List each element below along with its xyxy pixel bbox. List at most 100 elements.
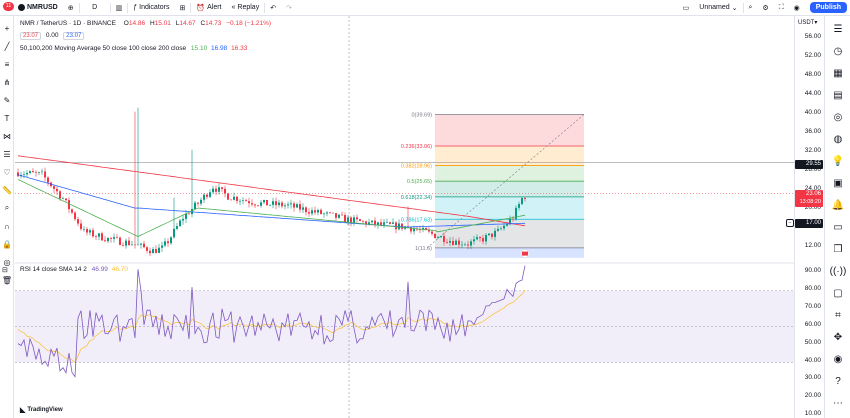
candle-body bbox=[395, 222, 397, 230]
messages-button[interactable]: ▭ bbox=[831, 220, 845, 234]
fullscreen-button[interactable]: ⛶ bbox=[774, 0, 789, 16]
candle-body bbox=[503, 225, 505, 229]
price-tick: 36.00 bbox=[804, 128, 821, 135]
pitchfork-tool[interactable]: ⋔ bbox=[1, 76, 13, 88]
candle-body bbox=[311, 210, 313, 214]
templates-button[interactable]: ⊞ bbox=[175, 0, 191, 16]
candle-body bbox=[74, 212, 76, 220]
trash-tool[interactable]: 🗑 bbox=[1, 274, 13, 286]
zoom-tool[interactable]: ⌕ bbox=[1, 202, 13, 214]
more-button[interactable]: ⋯ bbox=[831, 396, 845, 410]
settings-button[interactable]: ⚙ bbox=[757, 0, 773, 16]
candle-body bbox=[32, 171, 34, 173]
fib-zone bbox=[435, 196, 584, 220]
layout-button[interactable]: ▭ bbox=[678, 0, 695, 16]
eye-icon: ◉ bbox=[833, 353, 843, 365]
pine-button[interactable]: ▢ bbox=[831, 286, 845, 300]
hints-button[interactable]: 💡 bbox=[831, 154, 845, 168]
alert-button[interactable]: ⏰ Alert bbox=[191, 0, 226, 16]
candle-body bbox=[251, 203, 253, 205]
calendar-button[interactable]: ▣ bbox=[831, 176, 845, 190]
divider bbox=[78, 2, 80, 13]
candle-body bbox=[89, 230, 91, 233]
ruler-tool[interactable]: 📏 bbox=[1, 184, 13, 196]
rsi-tick: 40.00 bbox=[804, 356, 821, 364]
candle-body bbox=[155, 249, 157, 253]
chart-type-button[interactable]: ▥ bbox=[111, 0, 128, 16]
pattern-tool[interactable]: ⋈ bbox=[1, 130, 13, 142]
move-button[interactable]: ✥ bbox=[831, 330, 845, 344]
layout-name-button[interactable]: Unnamed ⌄ bbox=[694, 0, 742, 16]
candle-body bbox=[113, 237, 115, 239]
crosshair-tool[interactable]: + bbox=[1, 22, 13, 34]
candle-body bbox=[479, 237, 481, 239]
eye-tool[interactable]: ◎ bbox=[1, 256, 13, 268]
interval-button[interactable]: D bbox=[80, 0, 110, 16]
ideas-button[interactable]: ◎ bbox=[831, 110, 845, 124]
plus-circle-icon: ⊕ bbox=[67, 4, 74, 12]
alerts-panel-button[interactable]: ◷ bbox=[831, 44, 845, 58]
hide-button[interactable]: ◉ bbox=[831, 352, 845, 366]
tradingview-logo-icon: ◣ bbox=[20, 407, 26, 414]
trendline-tool[interactable]: ╱ bbox=[1, 40, 13, 52]
candle-body bbox=[422, 227, 424, 230]
bid-box[interactable]: 23.07 bbox=[20, 32, 42, 40]
streams-button[interactable]: ◍ bbox=[831, 132, 845, 146]
candle-body bbox=[245, 200, 247, 202]
price-axis[interactable]: USDT▾ 56.00 52.00 48.00 44.00 40.00 36.00 32.0… bbox=[794, 16, 824, 418]
candle-body bbox=[485, 235, 487, 242]
symbol-search[interactable]: NMRUSD bbox=[0, 0, 63, 16]
divider bbox=[109, 2, 111, 13]
watermark[interactable]: ◣ TradingView bbox=[20, 406, 63, 414]
magnet-tool[interactable]: ∩ bbox=[1, 220, 13, 232]
candle-body bbox=[71, 209, 73, 213]
compare-button[interactable]: ⊕ bbox=[63, 0, 79, 16]
fib-tool[interactable]: ☰ bbox=[1, 148, 13, 160]
search-button[interactable]: ⌕ bbox=[744, 0, 758, 16]
candle-body bbox=[428, 230, 430, 232]
candle-body bbox=[173, 228, 175, 238]
brush-tool[interactable]: ✎ bbox=[1, 94, 13, 106]
notification-badge[interactable]: 11 bbox=[3, 2, 14, 11]
chart-canvas[interactable]: 0(39.69) 0.236(33.06) 0.382(28.96) 0.5(25.6… bbox=[15, 16, 794, 418]
ma-legend[interactable]: 50,100,200 Moving Average 50 close 100 c… bbox=[20, 45, 247, 52]
candle-body bbox=[170, 237, 172, 244]
watchlist-button[interactable]: ☰ bbox=[831, 22, 845, 36]
price-axis-alert-icon[interactable]: − bbox=[786, 219, 794, 227]
text-tool[interactable]: T bbox=[1, 112, 13, 124]
price-tick: 40.00 bbox=[804, 109, 821, 116]
candle-body bbox=[482, 238, 484, 242]
candle-body bbox=[236, 196, 238, 202]
lock-tool[interactable]: 🔒 bbox=[1, 238, 13, 250]
crosshair-icon: + bbox=[4, 23, 10, 33]
ma200-value: 16.33 bbox=[231, 45, 248, 52]
rsi-legend[interactable]: RSI 14 close SMA 14 2 46.99 46.70 bbox=[20, 266, 128, 273]
redo-button[interactable]: ↷ bbox=[281, 0, 297, 16]
favorites-tool[interactable]: ♡ bbox=[1, 166, 13, 178]
candle-body bbox=[512, 218, 514, 220]
publish-button[interactable]: Publish bbox=[805, 0, 850, 16]
badge-count: 11 bbox=[5, 3, 12, 9]
candle-body bbox=[218, 187, 220, 192]
candle-body bbox=[86, 228, 88, 233]
replay-button[interactable]: «Replay bbox=[227, 0, 265, 16]
live-button[interactable]: ((·)) bbox=[830, 264, 847, 278]
data-window-button[interactable]: ▦ bbox=[831, 66, 845, 80]
layers-button[interactable]: ❒ bbox=[831, 242, 845, 256]
candle-body bbox=[371, 220, 373, 223]
trendline-icon: ╱ bbox=[4, 41, 10, 51]
notifications-button[interactable]: 🔔 bbox=[831, 198, 845, 212]
crosshair-price-label: 29.55 bbox=[795, 160, 823, 169]
undo-button[interactable]: ↶ bbox=[265, 0, 281, 16]
heart-icon: ♡ bbox=[3, 167, 11, 177]
ask-box[interactable]: 23.07 bbox=[63, 32, 85, 40]
candle-body bbox=[377, 222, 379, 225]
horizontal-line-tool[interactable]: ≡ bbox=[1, 58, 13, 70]
snapshot-button[interactable]: ◉ bbox=[789, 0, 805, 16]
candle-body bbox=[125, 240, 127, 246]
object-tree-button[interactable]: ⌗ bbox=[831, 308, 845, 322]
help-button[interactable]: ? bbox=[831, 374, 845, 388]
currency-selector[interactable]: USDT▾ bbox=[798, 20, 818, 26]
chat-button[interactable]: ▤ bbox=[831, 88, 845, 102]
indicators-button[interactable]: ƒ Indicators bbox=[128, 0, 174, 16]
